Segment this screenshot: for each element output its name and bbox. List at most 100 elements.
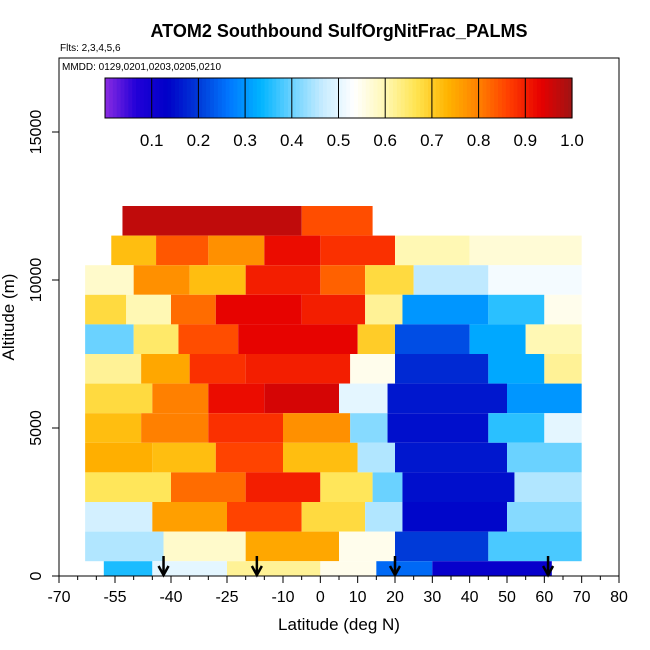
heatmap-cell — [152, 442, 216, 473]
heatmap-cell — [156, 235, 209, 266]
colorbar-segment — [213, 78, 219, 118]
colorbar-segment — [369, 78, 375, 118]
colorbar-segment — [330, 78, 336, 118]
colorbar-segment — [186, 78, 192, 118]
x-tick-label: -70 — [47, 589, 70, 606]
colorbar-segment — [392, 78, 398, 118]
heatmap-cell — [387, 413, 489, 443]
colorbar-segment — [509, 78, 515, 118]
heatmap-cell — [350, 354, 395, 384]
colorbar-segment — [556, 78, 561, 118]
colorbar-segment — [210, 78, 215, 118]
colorbar-segment — [428, 78, 433, 118]
heatmap-cell — [227, 561, 321, 576]
heatmap-cell — [488, 413, 545, 443]
colorbar-segment — [194, 78, 199, 118]
colorbar-segment — [268, 78, 273, 118]
colorbar-segment — [463, 78, 468, 118]
heatmap-cell — [103, 561, 153, 576]
heatmap-cell — [283, 442, 358, 473]
colorbar-segment — [377, 78, 382, 118]
x-tick-label: -10 — [271, 589, 294, 606]
heatmap-cell — [395, 531, 489, 562]
colorbar-segment — [272, 78, 277, 118]
heatmap-cell — [350, 413, 388, 443]
colorbar-segment — [202, 78, 207, 118]
heatmap-cell — [245, 472, 321, 502]
heatmap-cell — [376, 561, 433, 576]
colorbar-segment — [326, 78, 332, 118]
colorbar-segment — [264, 78, 270, 118]
heatmap-cell — [163, 531, 246, 562]
heatmap-cell — [141, 354, 190, 384]
y-tick-label: 5000 — [28, 410, 45, 446]
colorbar-segment — [116, 78, 122, 118]
heatmap-cell — [320, 472, 373, 502]
heatmap-cell — [111, 235, 157, 266]
plot-area — [85, 206, 582, 576]
heatmap-cell — [469, 324, 526, 354]
y-axis: 0 5000 10000 15000 — [28, 58, 60, 580]
colorbar-segment — [517, 78, 523, 118]
colorbar-tick-label: 0.7 — [420, 131, 444, 150]
arrow-head — [250, 565, 263, 578]
colorbar-segment — [124, 78, 129, 118]
heatmap-cell — [320, 561, 377, 576]
heatmap-cell — [85, 472, 171, 502]
colorbar-segment — [443, 78, 449, 118]
colorbar-segment — [256, 78, 262, 118]
colorbar-segment — [229, 78, 235, 118]
colorbar-segment — [459, 78, 464, 118]
x-axis-label: Latitude (deg N) — [278, 615, 400, 634]
heatmap-cell — [365, 294, 403, 325]
colorbar-tick-label: 0.8 — [467, 131, 491, 150]
colorbar-segment — [178, 78, 184, 118]
colorbar-segment — [319, 78, 324, 118]
y-tick-label: 15000 — [28, 110, 45, 155]
chart-title: ATOM2 Southbound SulfOrgNitFrac_PALMS — [151, 21, 528, 41]
colorbar-segment — [533, 78, 538, 118]
colorbar-segment — [389, 78, 394, 118]
colorbar-segment — [221, 78, 227, 118]
colorbar-segment — [424, 78, 429, 118]
colorbar-segment — [513, 78, 519, 118]
heatmap-cell — [488, 265, 582, 295]
heatmap-cell — [215, 294, 302, 325]
heatmap-cell — [402, 502, 507, 532]
colorbar-segment — [322, 78, 328, 118]
x-tick-label: -25 — [215, 589, 238, 606]
heatmap-cell — [85, 531, 164, 562]
colorbar-segment — [346, 78, 351, 118]
colorbar-tick-label: 0.9 — [513, 131, 537, 150]
colorbar-segment — [151, 78, 157, 118]
heatmap-cell — [488, 531, 582, 562]
x-tick-label: -40 — [159, 589, 182, 606]
colorbar-segment — [544, 78, 550, 118]
colorbar-segment — [132, 78, 137, 118]
heatmap-cell — [85, 265, 134, 295]
heatmap-cell — [245, 354, 351, 384]
colorbar-segment — [143, 78, 149, 118]
heatmap-cell — [178, 324, 239, 354]
colorbar-segment — [529, 78, 534, 118]
colorbar-segment — [439, 78, 445, 118]
colorbar-segment — [252, 78, 258, 118]
x-axis: -70 -55 -40 -25 -10 0 10 20 30 40 50 60 70 80 — [47, 575, 628, 606]
heatmap-cell — [85, 354, 142, 384]
colorbar-segment — [482, 78, 487, 118]
heatmap-cell — [387, 383, 507, 414]
heatmap-cell — [525, 324, 582, 354]
colorbar-segment — [338, 78, 343, 118]
colorbar-tick-label: 0.6 — [373, 131, 397, 150]
colorbar-segment — [245, 78, 250, 118]
arrow-markers — [157, 556, 555, 578]
colorbar-segment — [237, 78, 242, 118]
colorbar-segment — [408, 78, 414, 118]
colorbar-segment — [404, 78, 410, 118]
heatmap-cell — [320, 235, 395, 266]
heatmap-cell — [488, 294, 545, 325]
colorbar-segment — [260, 78, 266, 118]
x-tick-label: 80 — [610, 589, 628, 606]
colorbar-segment — [412, 78, 417, 118]
